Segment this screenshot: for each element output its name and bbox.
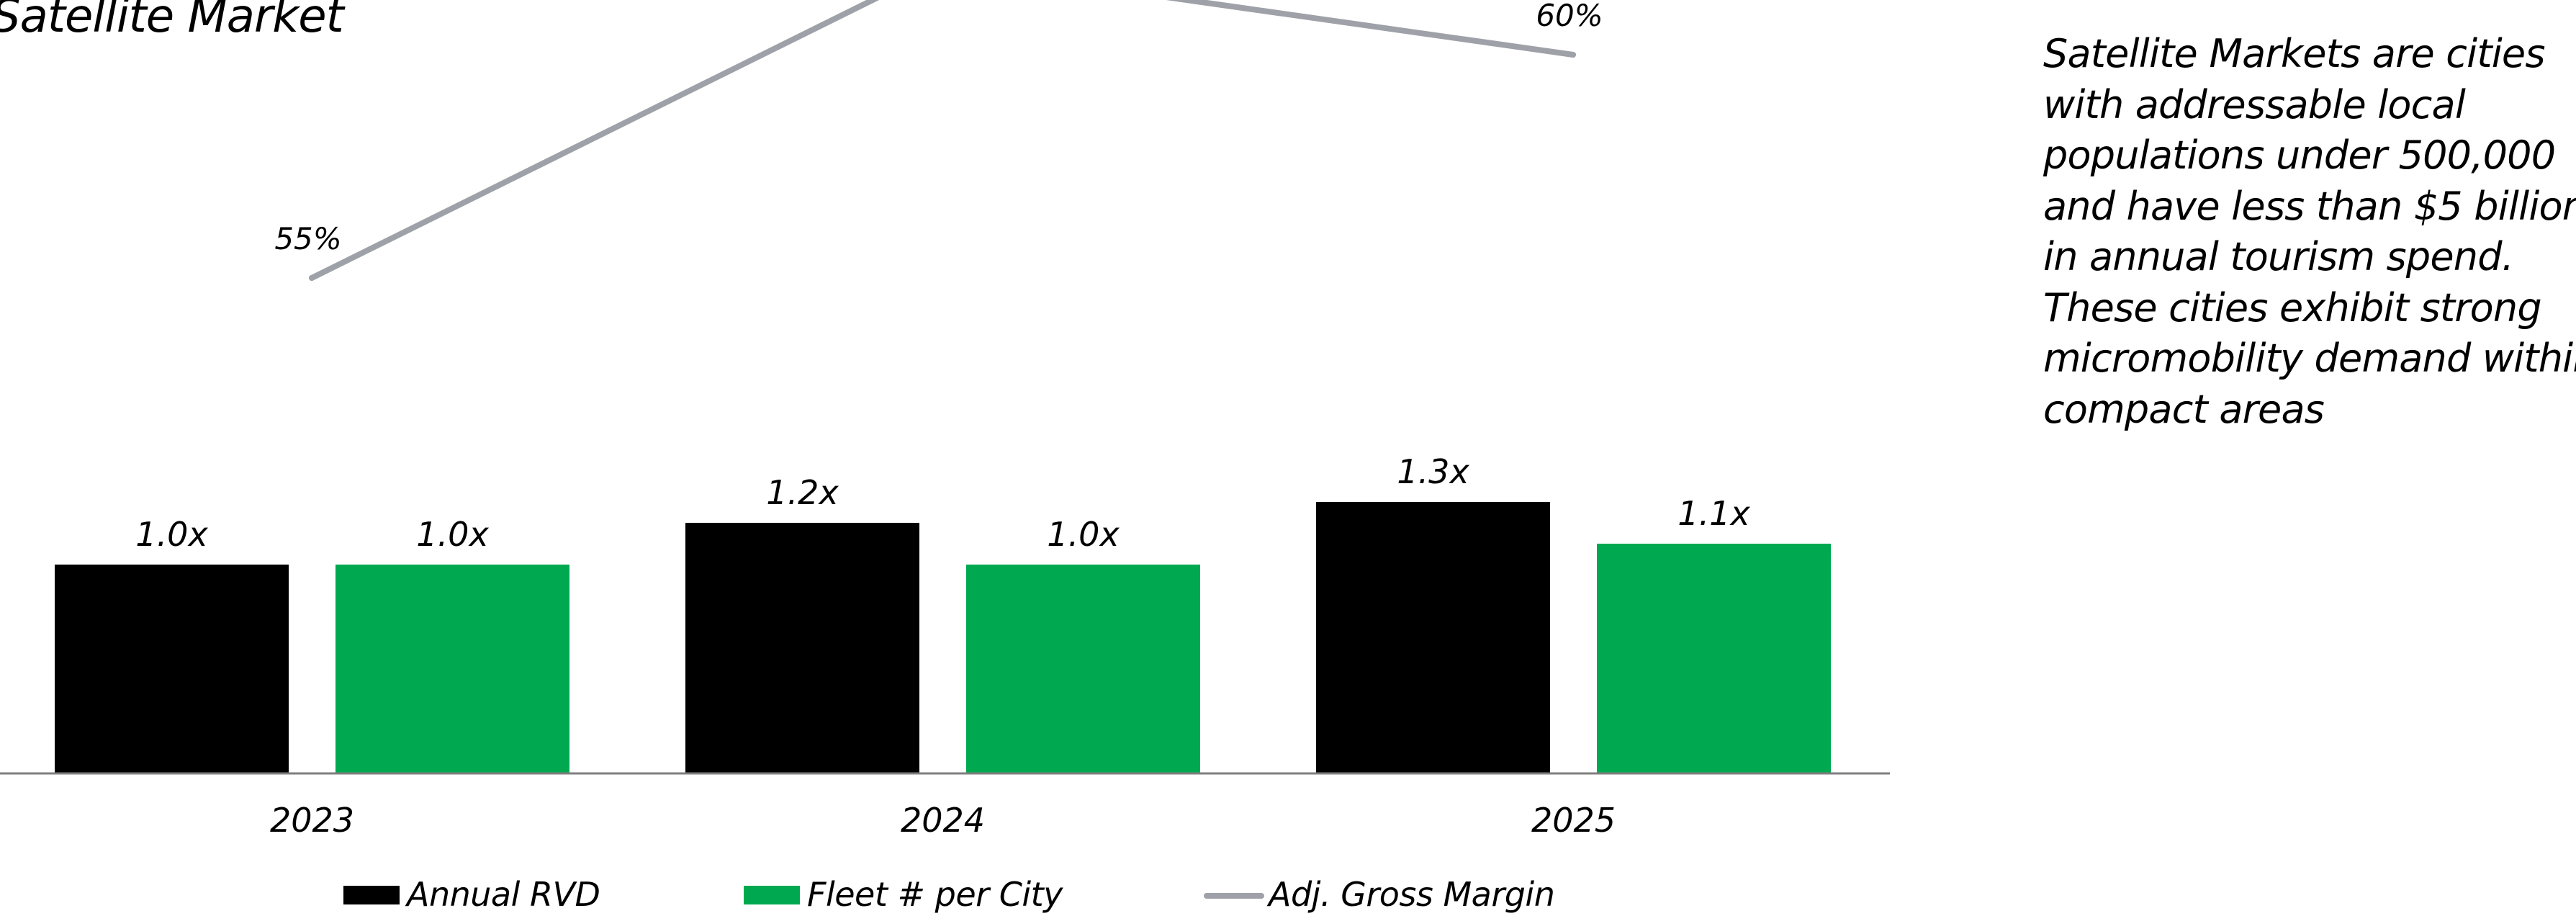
description-line-6: These cities exhibit strong xyxy=(2043,284,2542,331)
x-tick-label-2023: 2023 xyxy=(270,801,354,840)
legend-line-swatch xyxy=(1204,893,1264,899)
legend-bar-swatch xyxy=(343,886,400,904)
bar-annual-rvd-2024 xyxy=(685,523,919,773)
data-label-fleet-per-city-2023: 1.0x xyxy=(416,515,489,554)
data-label-fleet-per-city-2024: 1.0x xyxy=(1047,515,1120,554)
bars-layer xyxy=(55,502,1831,773)
bar-fleet-per-city-2023 xyxy=(335,565,569,773)
description-line-7: micromobility demand within xyxy=(2043,336,2576,381)
data-label-annual-rvd-2023: 1.0x xyxy=(135,515,208,554)
data-label-adj-gross-margin-2023: 55% xyxy=(274,221,341,256)
data-label-fleet-per-city-2025: 1.1x xyxy=(1677,494,1750,533)
description-line-8: compact areas xyxy=(2043,386,2325,432)
x-tick-label-2025: 2025 xyxy=(1531,801,1616,840)
data-label-adj-gross-margin-2025: 60% xyxy=(1536,0,1603,33)
bar-annual-rvd-2025 xyxy=(1316,502,1550,773)
description-line-1: Satellite Markets are cities xyxy=(2043,31,2545,76)
legend-label: Annual RVD xyxy=(407,875,600,914)
legend-label: Fleet # per City xyxy=(807,875,1063,914)
x-tick-label-2024: 2024 xyxy=(901,801,985,840)
margin-line-layer xyxy=(309,0,1576,281)
bar-fleet-per-city-2025 xyxy=(1597,544,1831,773)
legend-bar-swatch xyxy=(744,886,800,904)
bar-annual-rvd-2023 xyxy=(55,565,289,773)
description-line-3: populations under 500,000 xyxy=(2043,133,2556,178)
line-point-adj-gross-margin-2023 xyxy=(309,275,315,281)
description-line-4: and have less than $5 billion xyxy=(2043,183,2576,229)
bar-fleet-per-city-2024 xyxy=(966,565,1200,773)
labels-layer: 1.0x 1.0x 2023 1.2x 1.0x 2024 1.3x 1.1x 2025 55% 6… xyxy=(135,0,1750,840)
line-adj-gross-margin xyxy=(309,0,1576,281)
legend-label: Adj. Gross Margin xyxy=(1269,875,1555,914)
data-label-annual-rvd-2025: 1.3x xyxy=(1397,452,1469,491)
line-point-adj-gross-margin-2025 xyxy=(1570,52,1576,58)
combo-chart: 1.0x 1.0x 2023 1.2x 1.0x 2024 1.3x 1.1x 2025 55% 6… xyxy=(0,0,1890,840)
chart-title: Satellite Market xyxy=(0,0,344,43)
data-label-annual-rvd-2024: 1.2x xyxy=(766,473,839,512)
description-line-2: with addressable local xyxy=(2043,81,2466,127)
chart-description: Satellite Markets are cities with address… xyxy=(2043,29,2576,435)
description-line-5: in annual tourism spend. xyxy=(2043,234,2514,279)
